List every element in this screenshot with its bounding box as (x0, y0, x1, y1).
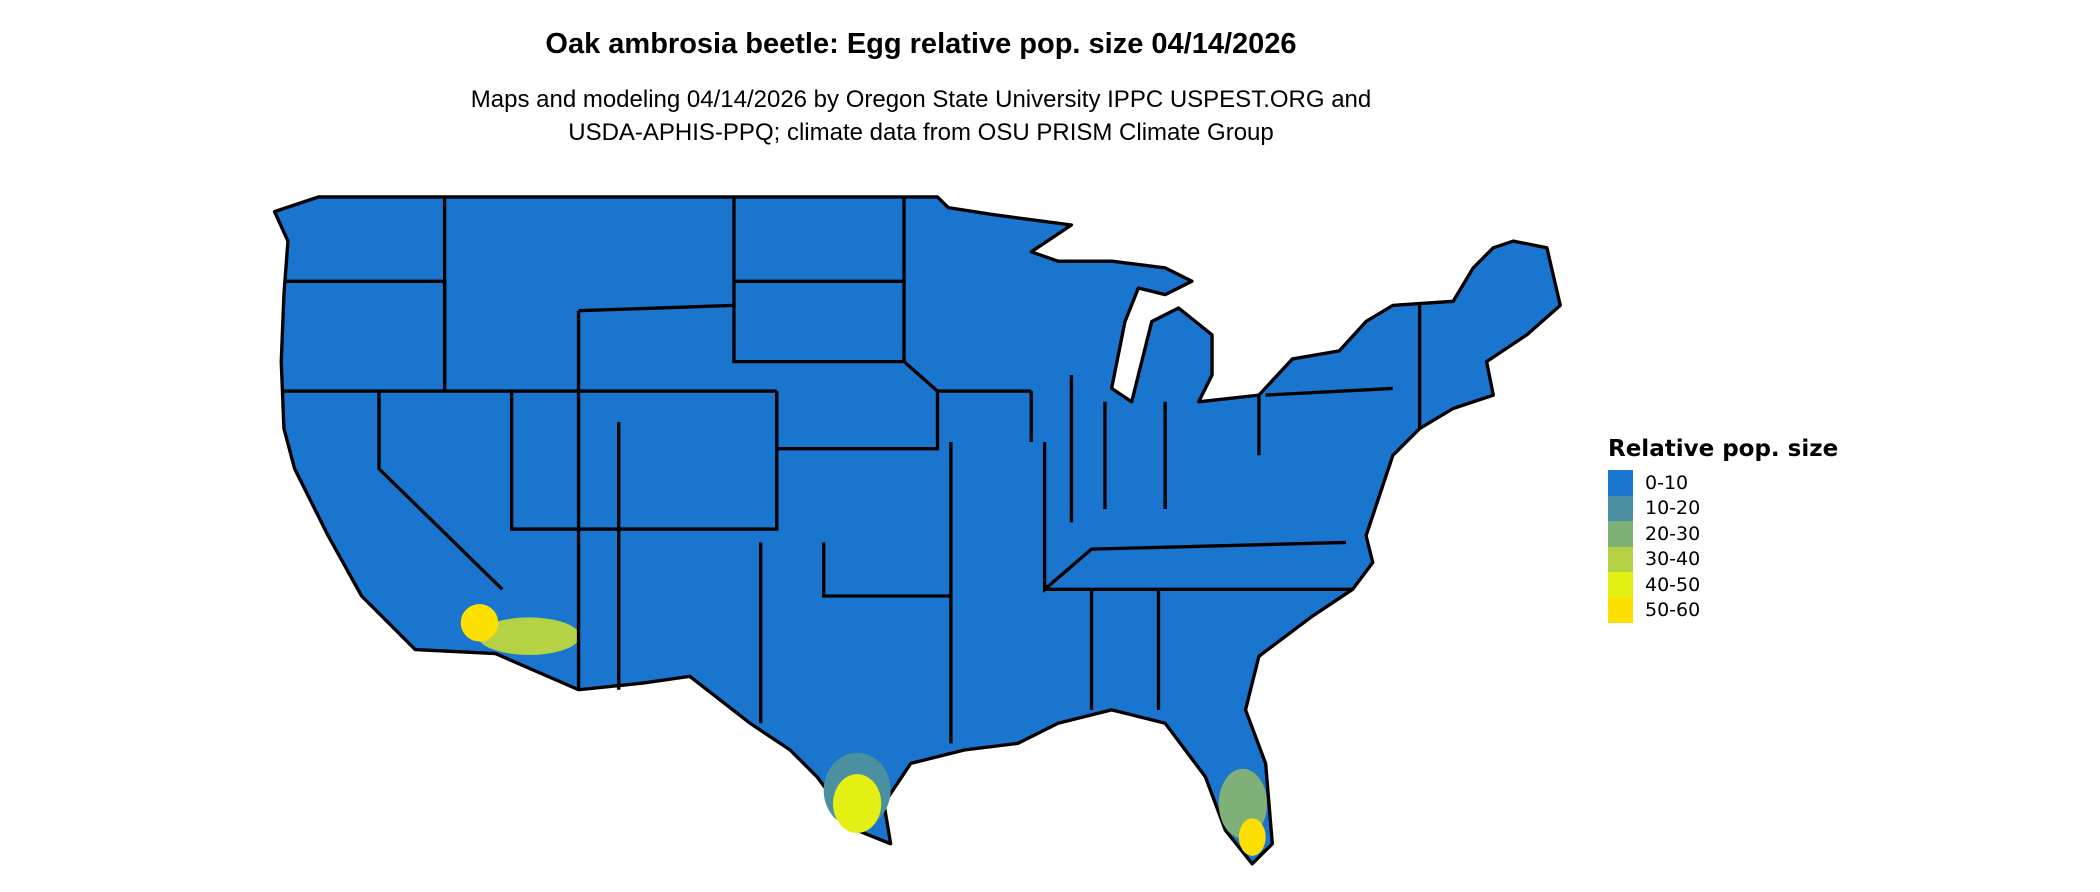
high-pop-areas (460, 604, 1267, 856)
florida-patch-inner (1238, 818, 1266, 856)
legend-label: 50-60 (1645, 599, 1701, 622)
legend-label: 40-50 (1645, 573, 1701, 596)
map-title: Oak ambrosia beetle: Egg relative pop. s… (545, 28, 1297, 60)
legend-swatch (1608, 521, 1633, 547)
legend-item: 0-10 (1608, 470, 1838, 496)
legend-swatch (1608, 597, 1633, 623)
arizona-california-patch (478, 617, 580, 655)
socal-patch (460, 604, 499, 642)
legend-item: 20-30 (1608, 521, 1838, 547)
legend-swatch (1608, 495, 1633, 521)
legend-item: 30-40 (1608, 546, 1838, 572)
legend-label: 10-20 (1645, 497, 1701, 520)
legend-label: 30-40 (1645, 548, 1701, 571)
map-subtitle-line1: Maps and modeling 04/14/2026 by Oregon S… (470, 86, 1372, 113)
legend-swatch (1608, 572, 1633, 598)
legend-label: 0-10 (1645, 471, 1689, 494)
texas-patch-inner (833, 774, 882, 834)
map-subtitle-line2: USDA-APHIS-PPQ; climate data from OSU PR… (568, 119, 1274, 146)
legend-label: 20-30 (1645, 522, 1701, 545)
legend: Relative pop. size 0-10 10-20 20-30 30-40 40… (1608, 436, 1838, 623)
legend-swatch (1608, 546, 1633, 572)
us-outline (272, 195, 1562, 866)
legend-item: 10-20 (1608, 495, 1838, 521)
legend-item: 50-60 (1608, 597, 1838, 623)
legend-item: 40-50 (1608, 572, 1838, 598)
legend-swatch (1608, 470, 1633, 496)
legend-title: Relative pop. size (1608, 436, 1839, 462)
state-borders (281, 196, 1422, 744)
